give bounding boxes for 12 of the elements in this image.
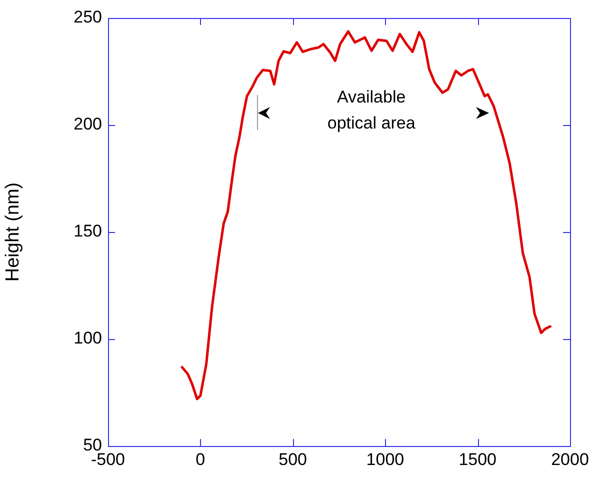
y-tick-label: 150 <box>74 222 102 241</box>
y-tick-label: 200 <box>74 114 102 134</box>
x-tick-label: 1000 <box>366 450 404 469</box>
annotation: Available optical area <box>327 88 416 133</box>
x-tick-label: -500 <box>90 450 126 469</box>
x-tick-label: 500 <box>278 450 307 469</box>
x-tick-label: 1500 <box>458 450 497 469</box>
y-tick-label: 100 <box>74 328 102 348</box>
y-axis-title: Height (nm) <box>2 182 24 282</box>
y-tick-label: 250 <box>74 8 102 27</box>
x-tick-label: 0 <box>196 450 206 469</box>
x-tick-label: 2000 <box>551 450 589 469</box>
